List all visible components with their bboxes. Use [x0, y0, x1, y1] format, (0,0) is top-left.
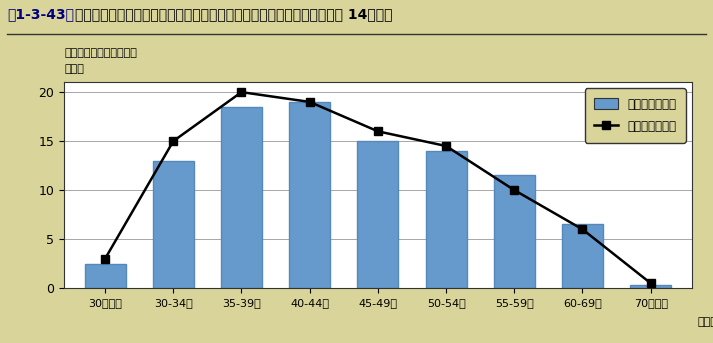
Bar [426, 151, 466, 288]
Text: （申請、採択件数割合）: （申請、採択件数割合） [64, 48, 137, 58]
Text: （％）: （％） [64, 64, 84, 74]
Bar [357, 141, 399, 288]
Text: 科学研究費補助金における新規採択課題の申請、採択件数の割合（平成 14年度）: 科学研究費補助金における新規採択課題の申請、採択件数の割合（平成 14年度） [75, 7, 392, 21]
Bar [153, 161, 194, 288]
Text: （年齢）: （年齢） [698, 317, 713, 327]
Bar [221, 107, 262, 288]
Bar [289, 102, 330, 288]
Bar [85, 264, 125, 288]
Bar [562, 224, 603, 288]
Legend: 申請件数の割合, 採択件数の割合: 申請件数の割合, 採択件数の割合 [585, 88, 686, 143]
Bar [630, 285, 671, 288]
Text: 第1-3-43図: 第1-3-43図 [7, 7, 74, 21]
Bar [494, 175, 535, 288]
